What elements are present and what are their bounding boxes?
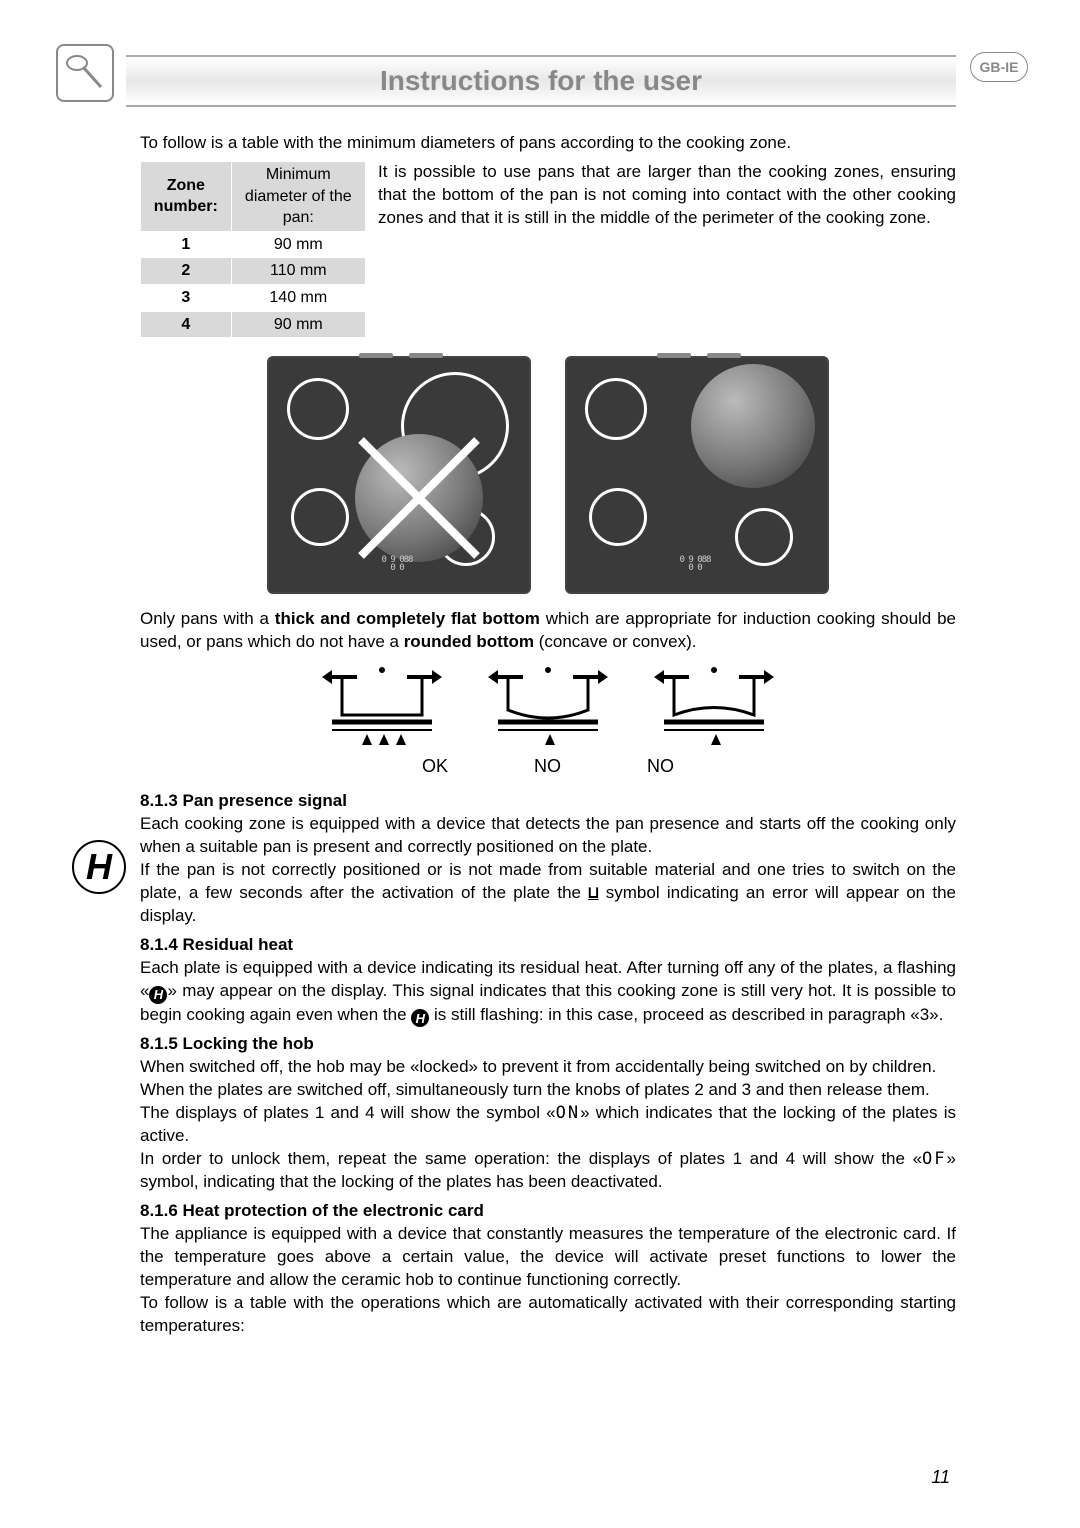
heading-815: 8.1.5 Locking the hob xyxy=(140,1033,956,1056)
header-band: Instructions for the user xyxy=(126,55,956,107)
text: Only pans with a xyxy=(140,609,275,628)
table-row: 4 xyxy=(141,311,232,338)
table-row: 90 mm xyxy=(231,311,365,338)
hob-diagram-row: 0 9 088 0 0 0 9 088 0 0 xyxy=(140,356,956,594)
table-row: 1 xyxy=(141,231,232,258)
spoon-icon xyxy=(61,49,109,97)
pan-labels-row: OK NO NO xyxy=(140,754,956,778)
pan-convex-icon xyxy=(639,660,789,750)
pan-flat-icon xyxy=(307,660,457,750)
page-title: Instructions for the user xyxy=(380,65,702,97)
text: is still flashing: in this case, proceed… xyxy=(429,1005,943,1024)
table-row: 90 mm xyxy=(231,231,365,258)
para-815-3: The displays of plates 1 and 4 will show… xyxy=(140,1102,956,1148)
table-row: 140 mm xyxy=(231,284,365,311)
heading-814: 8.1.4 Residual heat xyxy=(140,934,956,957)
on-symbol: ON xyxy=(556,1103,580,1123)
intro-text: To follow is a table with the minimum di… xyxy=(140,132,956,155)
para-814: Each plate is equipped with a device ind… xyxy=(140,957,956,1028)
th-dia: Minimum diameter of the pan: xyxy=(231,161,365,231)
h-disc-icon: H xyxy=(149,986,167,1004)
table-row: 3 xyxy=(141,284,232,311)
para-815-4: In order to unlock them, repeat the same… xyxy=(140,1148,956,1194)
page-number: 11 xyxy=(931,1467,950,1488)
language-badge: GB-IE xyxy=(970,52,1028,82)
label-no: NO xyxy=(647,754,674,778)
u-symbol: ⊔ xyxy=(588,883,598,903)
heading-816: 8.1.6 Heat protection of the electronic … xyxy=(140,1200,956,1223)
heading-813: 8.1.3 Pan presence signal xyxy=(140,790,956,813)
hob-digits: 0 9 088 0 0 xyxy=(379,556,415,572)
hob-panel-correct: 0 9 088 0 0 xyxy=(565,356,829,594)
pan-concave-icon xyxy=(473,660,623,750)
text: (concave or convex). xyxy=(534,632,697,651)
para-813-1: Each cooking zone is equipped with a dev… xyxy=(140,813,956,859)
label-no: NO xyxy=(534,754,561,778)
bold-text: rounded bottom xyxy=(404,632,534,651)
hob-panel-wrong: 0 9 088 0 0 xyxy=(267,356,531,594)
h-disc-icon: H xyxy=(411,1009,429,1027)
th-zone: Zone number: xyxy=(141,161,232,231)
para-816-2: To follow is a table with the operations… xyxy=(140,1292,956,1338)
text: The displays of plates 1 and 4 will show… xyxy=(140,1103,556,1122)
table-row: 110 mm xyxy=(231,258,365,285)
pan-bottom-row xyxy=(140,660,956,750)
after-hob-paragraph: Only pans with a thick and completely fl… xyxy=(140,608,956,654)
zone-table: Zone number: Minimum diameter of the pan… xyxy=(140,161,366,338)
para-815-2: When the plates are switched off, simult… xyxy=(140,1079,956,1102)
hob-digits: 0 9 088 0 0 xyxy=(677,556,713,572)
bold-text: thick and completely flat bottom xyxy=(275,609,540,628)
para-813-2: If the pan is not correctly positioned o… xyxy=(140,859,956,928)
table-row: 2 xyxy=(141,258,232,285)
margin-h-icon: H xyxy=(72,840,126,894)
content-area: To follow is a table with the minimum di… xyxy=(140,132,956,1338)
of-symbol: OF xyxy=(922,1149,946,1169)
label-ok: OK xyxy=(422,754,448,778)
text: In order to unlock them, repeat the same… xyxy=(140,1149,922,1168)
header-icon xyxy=(56,44,114,102)
para-815-1: When switched off, the hob may be «locke… xyxy=(140,1056,956,1079)
para-816-1: The appliance is equipped with a device … xyxy=(140,1223,956,1292)
